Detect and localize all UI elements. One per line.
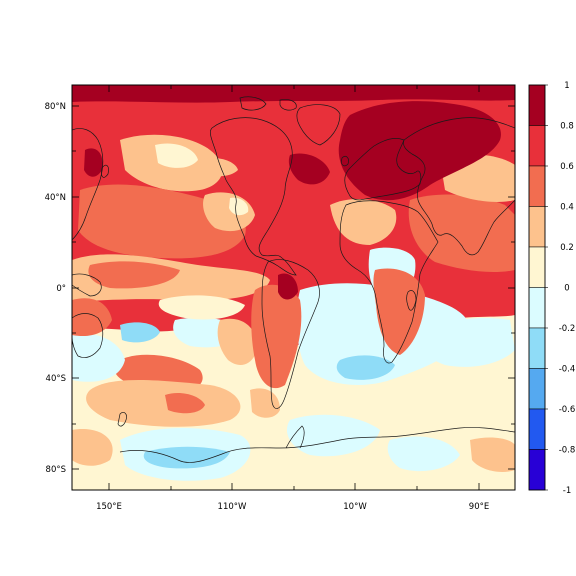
colorbar-label-5: 0	[564, 284, 569, 294]
colorbar-box-2	[528, 165, 546, 207]
field-deepred-arctic-band	[72, 85, 515, 103]
coast-antarctica	[119, 427, 515, 463]
colorbar-label-10: -1	[563, 486, 571, 496]
lat-label-80n: 80°N	[45, 102, 66, 112]
colorbar-label-3: 0.4	[560, 203, 574, 213]
coastlines	[72, 96, 515, 463]
field-deepred-south-america	[278, 273, 298, 300]
colorbar-box-5	[528, 287, 546, 329]
field-peach-southamerica-south	[250, 388, 280, 418]
colorbar-labels: 1 0.8 0.6 0.4 0.2 0 -0.2 -0.4 -0.6 -0.8 -1	[545, 81, 575, 496]
coast-new-zealand	[117, 412, 127, 427]
coast-africa	[339, 200, 439, 364]
coast-japan	[101, 164, 109, 178]
field-lightblue-south-2	[143, 446, 230, 469]
field-peach-spacific	[86, 380, 241, 427]
field-lightblue-satlantic	[336, 355, 395, 380]
coast-europe	[344, 138, 422, 201]
coast-uk	[341, 156, 349, 167]
lat-axis	[72, 105, 515, 470]
coast-antarctic-peninsula	[285, 425, 305, 449]
colorbar-label-8: -0.6	[559, 405, 576, 415]
lat-label-80s: 80°S	[46, 465, 66, 475]
field-cream-northamerica	[229, 197, 249, 216]
coast-greenland	[296, 104, 341, 146]
colorbar-box-9	[528, 449, 546, 491]
coast-asia	[403, 117, 515, 256]
colorbar-box-1	[528, 125, 546, 167]
field-lightblue-spacific-mid	[120, 322, 160, 343]
field-deepred-west-europe	[288, 153, 330, 185]
lon-label-110w: 110°W	[218, 502, 247, 512]
map-frame	[71, 84, 516, 491]
colorbar-label-9: -0.8	[559, 446, 576, 456]
coast-east-asia-west-edge	[72, 128, 104, 241]
colorbar-label-7: -0.4	[559, 365, 576, 375]
field-salmon-s-america	[251, 284, 302, 389]
colorbar-box-0	[528, 84, 546, 126]
coast-north-america	[210, 117, 297, 276]
field-salmon-indian-ne	[408, 194, 515, 273]
field-cyan-antarctic-mid	[286, 414, 380, 457]
field-peach-atlantic-mid	[330, 198, 397, 245]
field-cyan-indian	[418, 318, 515, 367]
lat-label-40n: 40°N	[45, 193, 66, 203]
lat-label-40s: 40°S	[46, 374, 66, 384]
field-cyan-south-1	[72, 333, 125, 382]
field-cream-tropics-pacific	[158, 295, 245, 320]
lat-label-0: 0°	[56, 284, 66, 294]
field-cream-npacific	[155, 143, 198, 168]
colorbar-box-8	[528, 408, 546, 450]
lon-axis	[108, 85, 480, 490]
coast-arctic-islands	[239, 96, 297, 111]
colorbar-boxes	[528, 84, 546, 491]
lon-label-10w: 10°W	[343, 502, 367, 512]
map-plot-area	[72, 85, 515, 490]
coast-south-america	[261, 259, 320, 409]
field-salmon-spacific-2	[165, 393, 205, 414]
colorbar-label-1: 0.8	[560, 122, 574, 132]
field-peach-antarctic-east	[470, 437, 515, 472]
colorbar-label-0: 1	[564, 81, 569, 91]
field-deepred-eurasia	[338, 101, 501, 201]
coast-indonesia	[72, 273, 102, 297]
field-salmon-africa	[373, 268, 425, 355]
lon-label-90e: 90°E	[469, 502, 489, 512]
colorbar: 1 0.8 0.6 0.4 0.2 0 -0.2 -0.4 -0.6 -0.8 -1	[528, 81, 575, 496]
field-cyan-antarctic-east	[387, 436, 460, 472]
field-peach-npac-coast	[200, 158, 238, 177]
field-peach-sw	[72, 429, 113, 466]
field-deepred-east-asia	[84, 148, 103, 177]
colorbar-box-7	[528, 368, 546, 410]
colorbar-label-2: 0.6	[560, 162, 574, 172]
field-salmon-eq-pacific	[88, 261, 180, 289]
coast-australia	[72, 313, 104, 358]
colorbar-label-4: 0.2	[560, 243, 574, 253]
colorbar-box-4	[528, 246, 546, 288]
lon-label-150e: 150°E	[96, 502, 122, 512]
colorbar-box-3	[528, 206, 546, 248]
colorbar-box-6	[528, 327, 546, 369]
coast-madagascar	[406, 290, 417, 311]
field-peach-southamerica-west	[217, 318, 258, 365]
colorbar-label-6: -0.2	[559, 324, 576, 334]
